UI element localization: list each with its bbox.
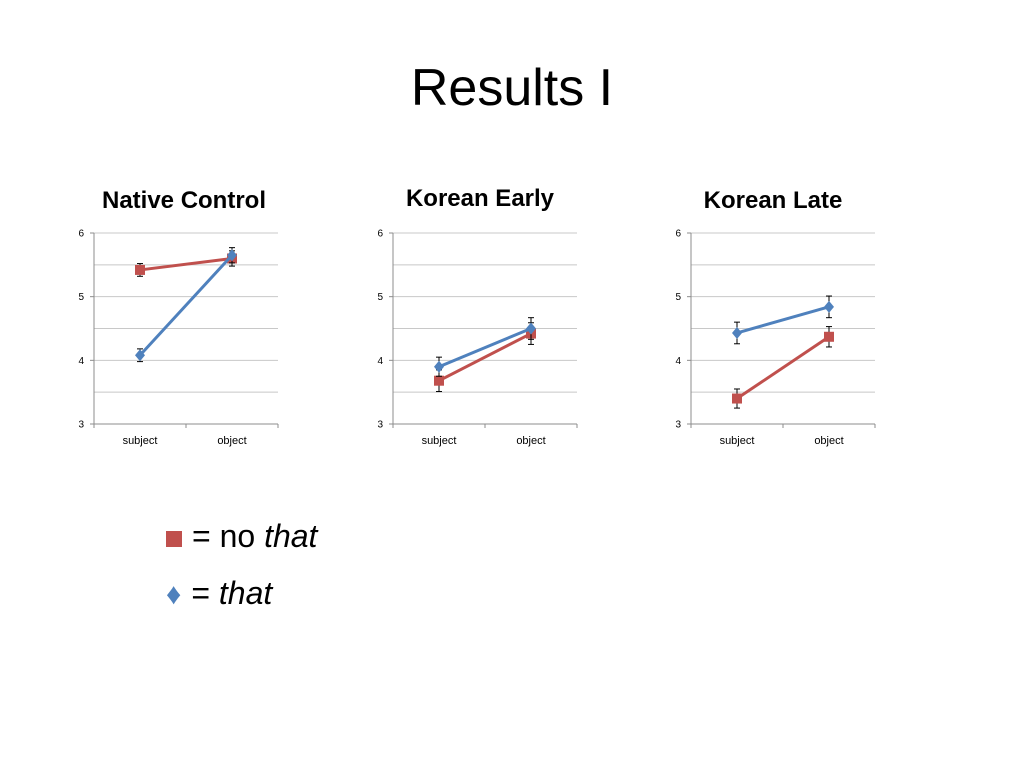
x-tick-label: object [516, 435, 545, 447]
y-tick-label: 4 [675, 356, 681, 367]
y-tick-label: 4 [78, 356, 84, 367]
chart-title-native-control: Native Control [101, 187, 266, 214]
data-point-diamond [135, 349, 145, 362]
slide-title: Results I [410, 59, 614, 117]
series-line-no-that [438, 332, 532, 383]
x-tick-label: subject [720, 435, 755, 447]
data-point-square [824, 331, 834, 342]
series-line-that [438, 327, 532, 369]
y-tick-label: 3 [78, 420, 84, 431]
series-line-no-that [139, 256, 233, 272]
legend-item-no-that: = no that [166, 520, 317, 552]
x-tick-label: object [814, 435, 843, 447]
data-point-square [434, 375, 444, 386]
legend-no-that-italic: that [264, 518, 318, 554]
legend-no-that-prefix: = no [192, 518, 265, 554]
legend-that-italic: that [218, 575, 273, 611]
data-point-diamond [526, 322, 536, 335]
y-tick-label: 3 [675, 420, 681, 431]
y-tick-label: 6 [78, 229, 84, 240]
series-line-that [736, 305, 830, 335]
data-point-diamond [227, 249, 237, 262]
chart-title-korean-late: Korean Late [703, 187, 843, 214]
legend-square-marker-icon [166, 530, 182, 547]
legend-item-that: ♦ = that [166, 577, 272, 610]
series-line-no-that [736, 335, 830, 400]
y-tick-label: 5 [78, 292, 84, 303]
y-tick-label: 6 [675, 229, 681, 240]
y-tick-label: 5 [675, 292, 681, 303]
x-tick-label: object [217, 435, 246, 447]
y-tick-label: 3 [377, 420, 383, 431]
chart-title-korean-early: Korean Early [405, 185, 555, 212]
legend-diamond-marker-icon: ♦ [166, 578, 182, 611]
data-point-diamond [434, 360, 444, 373]
y-tick-label: 5 [377, 292, 383, 303]
data-point-square [732, 393, 742, 404]
x-tick-label: subject [123, 435, 158, 447]
series-line-that [138, 254, 234, 357]
data-point-square [135, 264, 145, 275]
data-point-diamond [824, 300, 834, 313]
legend-that-prefix: = [191, 575, 219, 611]
data-point-diamond [732, 326, 742, 339]
y-tick-label: 4 [377, 356, 383, 367]
x-tick-label: subject [422, 435, 457, 447]
y-tick-label: 6 [377, 229, 383, 240]
